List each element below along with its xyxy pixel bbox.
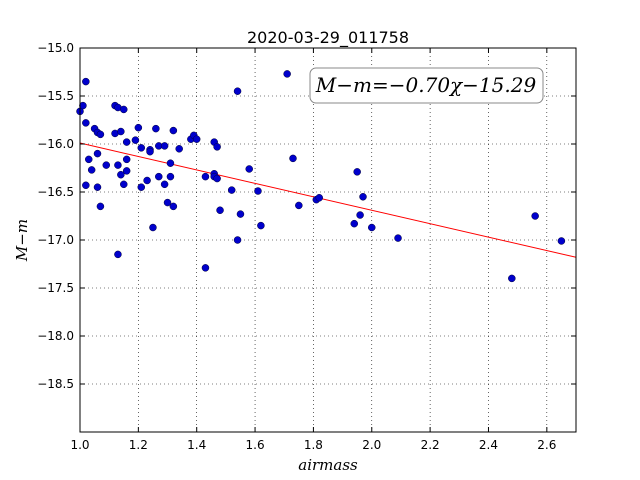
data-point <box>160 142 169 150</box>
annotation-box <box>309 67 544 104</box>
y-tick-label: −18.0 <box>37 329 74 343</box>
y-tick-label: −15.0 <box>37 41 74 55</box>
x-tick-label: 1.2 <box>129 438 148 452</box>
data-point <box>120 105 128 114</box>
y-tick-label: −15.5 <box>37 89 74 103</box>
data-point <box>134 123 143 132</box>
y-tick-label: −16.0 <box>37 137 74 151</box>
chart-title: 2020-03-29_011758 <box>247 28 409 48</box>
data-point <box>283 70 291 78</box>
data-point <box>117 170 125 179</box>
data-point <box>93 149 102 158</box>
data-point <box>131 136 140 144</box>
data-point <box>356 211 364 219</box>
data-point <box>82 181 90 190</box>
data-point <box>166 172 175 181</box>
data-point <box>137 144 146 152</box>
x-tick-label: 1.0 <box>70 438 89 452</box>
data-point <box>93 183 102 191</box>
data-point <box>166 159 175 167</box>
x-tick-label: 2.4 <box>479 438 498 452</box>
y-axis-label: M−m <box>13 219 31 262</box>
data-point <box>96 130 105 139</box>
data-point <box>213 174 221 183</box>
data-point <box>143 176 151 185</box>
data-point <box>245 165 253 173</box>
data-point <box>79 101 87 110</box>
data-point <box>557 237 566 245</box>
data-point <box>149 223 157 232</box>
data-point <box>353 168 361 176</box>
data-point <box>295 201 303 210</box>
data-point <box>163 198 172 207</box>
fit-line-group <box>79 142 577 258</box>
data-point <box>201 264 210 272</box>
data-point <box>122 138 131 146</box>
data-point <box>201 172 210 181</box>
data-point <box>137 183 146 191</box>
data-point <box>169 202 178 211</box>
y-tick-label: −17.0 <box>37 233 74 247</box>
data-point <box>155 172 163 181</box>
data-point <box>117 127 125 136</box>
data-point <box>102 161 111 169</box>
fit-annotation: M−m=−0.70χ−15.29 <box>309 67 544 104</box>
axis-ticks: 1.0 1.2 1.4 1.6 1.8 2.0 2.2 2.4 2.6 −15.0 −15.5 −16… <box>37 41 576 452</box>
data-point <box>175 145 183 153</box>
data-point <box>394 234 402 242</box>
data-point <box>160 180 169 189</box>
y-tick-label: −17.5 <box>37 281 74 295</box>
fit-line <box>79 142 577 258</box>
data-point <box>87 166 96 174</box>
data-point <box>114 250 122 259</box>
data-point <box>146 147 154 156</box>
data-point <box>227 186 236 194</box>
data-point <box>254 187 262 195</box>
x-tick-label: 2.2 <box>421 438 440 452</box>
data-point <box>122 155 131 164</box>
data-point <box>96 202 105 211</box>
data-point <box>82 119 90 127</box>
data-point <box>216 206 224 214</box>
data-point <box>85 155 93 164</box>
y-tick-label: −16.5 <box>37 185 74 199</box>
data-point <box>120 180 128 189</box>
x-axis-label: airmass <box>298 456 358 474</box>
data-point <box>169 126 178 135</box>
data-point <box>233 87 242 95</box>
data-point <box>233 236 242 244</box>
data-point <box>359 193 367 201</box>
data-point <box>192 135 201 143</box>
data-point <box>114 161 122 169</box>
data-point <box>236 210 245 218</box>
data-point <box>122 167 131 175</box>
x-tick-label: 1.8 <box>304 438 323 452</box>
data-point <box>531 212 539 220</box>
data-point <box>315 194 323 202</box>
x-tick-label: 1.6 <box>246 438 265 452</box>
x-tick-label: 2.0 <box>362 438 381 452</box>
data-points <box>76 70 566 283</box>
data-point <box>152 124 160 133</box>
y-tick-label: −18.5 <box>37 377 74 391</box>
data-point <box>350 219 359 228</box>
data-point <box>289 154 297 163</box>
x-tick-label: 2.6 <box>537 438 556 452</box>
data-point <box>508 274 516 283</box>
data-point <box>257 221 265 230</box>
data-point <box>213 143 221 151</box>
data-point <box>368 223 376 232</box>
grid <box>79 47 576 432</box>
x-tick-label: 1.4 <box>187 438 206 452</box>
data-point <box>82 77 90 86</box>
fit-equation: M−m=−0.70χ−15.29 <box>315 73 537 97</box>
